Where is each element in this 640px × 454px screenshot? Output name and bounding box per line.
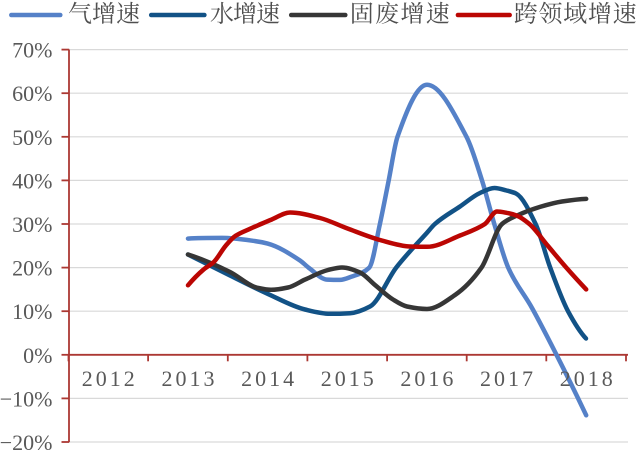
svg-text:2018: 2018 [560,366,616,391]
svg-text:40%: 40% [12,168,52,193]
svg-text:2015: 2015 [321,366,377,391]
svg-text:0%: 0% [23,343,52,368]
svg-text:2012: 2012 [82,366,138,391]
svg-text:−10%: −10% [0,386,53,411]
svg-text:60%: 60% [12,81,52,106]
svg-text:50%: 50% [12,125,52,150]
svg-text:2013: 2013 [162,366,218,391]
svg-text:10%: 10% [12,299,52,324]
svg-text:30%: 30% [12,212,52,237]
svg-text:−20%: −20% [0,430,53,454]
svg-text:2017: 2017 [480,366,536,391]
svg-text:20%: 20% [12,256,52,281]
svg-text:2014: 2014 [241,366,297,391]
svg-text:70%: 70% [12,38,52,63]
svg-text:2016: 2016 [400,366,456,391]
